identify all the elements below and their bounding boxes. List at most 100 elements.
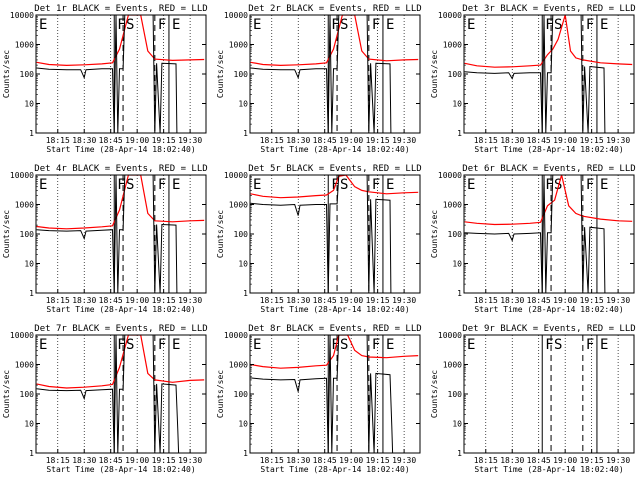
y-tick-label: 10000 bbox=[224, 331, 248, 340]
y-tick-label: 100 bbox=[448, 70, 463, 79]
y-tick-label: 1000 bbox=[229, 361, 248, 370]
x-axis-label: Start Time (28-Apr-14 18:02:40) bbox=[474, 305, 623, 314]
y-tick-label: 100 bbox=[234, 390, 249, 399]
event-marker-label: E bbox=[600, 337, 608, 353]
x-tick-label: 18:30 bbox=[500, 136, 524, 145]
event-marker-label: F bbox=[117, 177, 125, 193]
x-tick-label: 18:45 bbox=[99, 136, 123, 145]
panel-title: Det 6r BLACK = Events, RED = LLD bbox=[462, 164, 635, 174]
y-axis-label: Counts/sec bbox=[2, 210, 11, 258]
x-axis-label: Start Time (28-Apr-14 18:02:40) bbox=[474, 145, 623, 154]
y-tick-label: 1000 bbox=[229, 41, 248, 50]
x-tick-label: 19:00 bbox=[125, 456, 149, 465]
event-marker-label: E bbox=[172, 177, 180, 193]
events-series-line bbox=[250, 15, 392, 133]
y-tick-label: 1 bbox=[243, 129, 248, 138]
y-tick-label: 1 bbox=[29, 129, 34, 138]
panel-title: Det 8r BLACK = Events, RED = LLD bbox=[248, 324, 421, 334]
y-tick-label: 100 bbox=[448, 230, 463, 239]
event-marker-label: E bbox=[386, 17, 394, 33]
y-tick-label: 1 bbox=[243, 289, 248, 298]
y-tick-label: 1000 bbox=[15, 41, 34, 50]
event-marker-label: E bbox=[39, 177, 47, 193]
y-axis-label: Counts/sec bbox=[430, 210, 439, 258]
y-axis-label: Counts/sec bbox=[2, 370, 11, 418]
event-marker-label: E bbox=[600, 177, 608, 193]
event-marker-label: E bbox=[467, 17, 475, 33]
x-tick-label: 18:30 bbox=[286, 296, 310, 305]
event-marker-label: S bbox=[340, 337, 348, 353]
y-tick-label: 10000 bbox=[10, 331, 34, 340]
event-marker-label: S bbox=[340, 17, 348, 33]
event-marker-label: F bbox=[586, 337, 594, 353]
x-tick-label: 19:30 bbox=[392, 296, 416, 305]
panel-title: Det 2r BLACK = Events, RED = LLD bbox=[248, 4, 421, 14]
panel-title: Det 3r BLACK = Events, RED = LLD bbox=[462, 4, 635, 14]
y-tick-label: 100 bbox=[234, 230, 249, 239]
x-tick-label: 18:45 bbox=[99, 456, 123, 465]
x-axis-label: Start Time (28-Apr-14 18:02:40) bbox=[46, 305, 195, 314]
y-axis-label: Counts/sec bbox=[216, 50, 225, 98]
y-tick-label: 100 bbox=[20, 230, 35, 239]
event-marker-label: F bbox=[372, 17, 380, 33]
x-tick-label: 18:30 bbox=[72, 136, 96, 145]
event-marker-label: S bbox=[554, 337, 562, 353]
y-axis-label: Counts/sec bbox=[2, 50, 11, 98]
event-marker-label: E bbox=[253, 17, 261, 33]
y-tick-label: 10000 bbox=[10, 171, 34, 180]
x-tick-label: 19:30 bbox=[606, 296, 630, 305]
event-marker-label: S bbox=[126, 177, 134, 193]
x-tick-label: 19:15 bbox=[152, 136, 176, 145]
x-tick-label: 18:45 bbox=[313, 456, 337, 465]
x-tick-label: 18:30 bbox=[286, 456, 310, 465]
y-tick-label: 1000 bbox=[443, 201, 462, 210]
event-marker-label: E bbox=[386, 177, 394, 193]
x-tick-label: 18:15 bbox=[46, 296, 70, 305]
x-tick-label: 19:30 bbox=[392, 136, 416, 145]
y-tick-label: 1 bbox=[457, 289, 462, 298]
x-tick-label: 19:00 bbox=[125, 296, 149, 305]
event-marker-label: E bbox=[600, 17, 608, 33]
x-tick-label: 18:15 bbox=[46, 456, 70, 465]
x-tick-label: 19:15 bbox=[152, 456, 176, 465]
event-marker-label: F bbox=[158, 177, 166, 193]
x-tick-label: 19:15 bbox=[152, 296, 176, 305]
event-marker-label: F bbox=[545, 17, 553, 33]
events-series-line bbox=[36, 175, 178, 293]
x-tick-label: 18:15 bbox=[260, 296, 284, 305]
y-tick-label: 10000 bbox=[438, 11, 462, 20]
y-axis-label: Counts/sec bbox=[216, 210, 225, 258]
x-tick-label: 18:15 bbox=[474, 136, 498, 145]
y-tick-label: 1 bbox=[29, 289, 34, 298]
y-tick-label: 1000 bbox=[443, 41, 462, 50]
x-tick-label: 19:15 bbox=[580, 136, 604, 145]
lld-series-line bbox=[464, 15, 633, 68]
x-axis-label: Start Time (28-Apr-14 18:02:40) bbox=[260, 145, 409, 154]
x-tick-label: 19:30 bbox=[606, 136, 630, 145]
y-tick-label: 10000 bbox=[438, 171, 462, 180]
y-tick-label: 1000 bbox=[15, 361, 34, 370]
y-tick-label: 10 bbox=[238, 260, 248, 269]
y-tick-label: 1000 bbox=[443, 361, 462, 370]
x-axis-label: Start Time (28-Apr-14 18:02:40) bbox=[474, 465, 623, 474]
x-tick-label: 19:15 bbox=[366, 456, 390, 465]
x-tick-label: 19:00 bbox=[125, 136, 149, 145]
events-series-line bbox=[464, 15, 606, 133]
event-marker-label: S bbox=[126, 17, 134, 33]
y-tick-label: 10 bbox=[452, 260, 462, 269]
event-marker-label: F bbox=[545, 177, 553, 193]
y-tick-label: 10000 bbox=[224, 171, 248, 180]
x-tick-label: 18:45 bbox=[527, 296, 551, 305]
y-tick-label: 1 bbox=[243, 449, 248, 458]
x-tick-label: 18:45 bbox=[527, 136, 551, 145]
event-marker-label: S bbox=[554, 17, 562, 33]
event-marker-label: E bbox=[172, 337, 180, 353]
x-tick-label: 19:00 bbox=[339, 456, 363, 465]
x-tick-label: 18:45 bbox=[99, 296, 123, 305]
y-tick-label: 10 bbox=[238, 100, 248, 109]
x-tick-label: 19:00 bbox=[553, 136, 577, 145]
